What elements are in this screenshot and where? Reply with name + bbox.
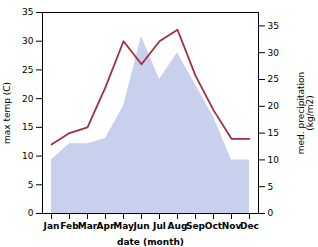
svg-text:25: 25: [22, 65, 33, 75]
svg-text:Nov: Nov: [222, 221, 242, 231]
svg-text:med. precipitation(kg/m2): med. precipitation(kg/m2): [296, 72, 315, 154]
svg-text:Dec: Dec: [240, 221, 259, 231]
svg-text:Jan: Jan: [43, 221, 60, 231]
svg-text:10: 10: [268, 155, 280, 165]
svg-text:30: 30: [268, 48, 280, 58]
svg-text:Oct: Oct: [205, 221, 223, 231]
svg-text:Mar: Mar: [78, 221, 98, 231]
svg-text:Aug: Aug: [168, 221, 188, 231]
svg-text:15: 15: [22, 122, 33, 132]
svg-text:30: 30: [22, 36, 34, 46]
svg-text:10: 10: [22, 151, 34, 161]
svg-text:25: 25: [268, 74, 279, 84]
svg-text:15: 15: [268, 128, 279, 138]
svg-text:Jun: Jun: [132, 221, 149, 231]
svg-text:5: 5: [268, 182, 274, 192]
svg-text:Jul: Jul: [152, 221, 166, 231]
svg-text:35: 35: [22, 7, 33, 17]
svg-text:Feb: Feb: [60, 221, 79, 231]
svg-text:20: 20: [268, 101, 280, 111]
svg-text:May: May: [113, 221, 134, 231]
svg-text:0: 0: [28, 208, 34, 218]
svg-text:20: 20: [22, 94, 34, 104]
svg-text:max temp (C): max temp (C): [2, 82, 12, 144]
svg-text:Sep: Sep: [186, 221, 206, 231]
svg-text:Apr: Apr: [96, 220, 115, 231]
svg-text:date (month): date (month): [117, 237, 184, 247]
svg-text:5: 5: [28, 180, 34, 190]
svg-text:0: 0: [268, 208, 274, 218]
svg-text:35: 35: [268, 21, 279, 31]
